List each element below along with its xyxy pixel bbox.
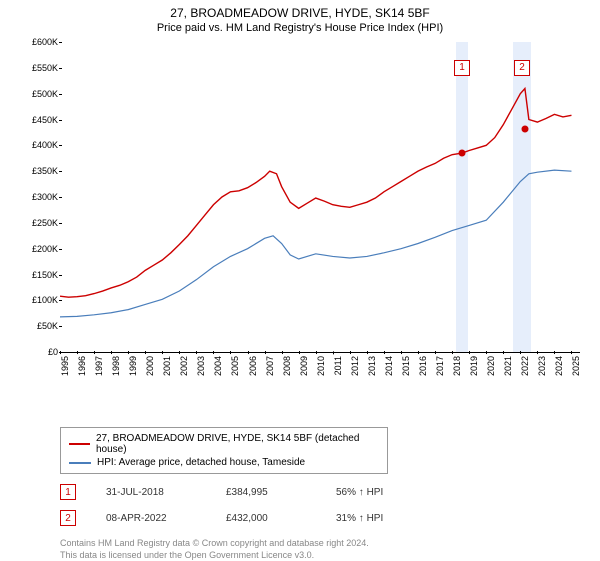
legend-swatch: [69, 462, 91, 464]
series-line: [60, 89, 571, 298]
chart-lines: [60, 42, 580, 352]
legend-label: 27, BROADMEADOW DRIVE, HYDE, SK14 5BF (d…: [96, 433, 379, 455]
y-tick-label: £600K: [20, 37, 58, 47]
y-tick-label: £250K: [20, 218, 58, 228]
y-tick-label: £450K: [20, 115, 58, 125]
legend: 27, BROADMEADOW DRIVE, HYDE, SK14 5BF (d…: [60, 427, 388, 474]
footer-line2: This data is licensed under the Open Gov…: [60, 550, 590, 561]
y-tick-label: £300K: [20, 192, 58, 202]
y-tick-label: £350K: [20, 166, 58, 176]
event-marker-2: 2: [514, 60, 530, 76]
event-row: 1 31-JUL-2018 £384,995 56% ↑ HPI: [60, 484, 590, 500]
event-dot-2: [521, 125, 528, 132]
y-tick-label: £400K: [20, 140, 58, 150]
chart-title: 27, BROADMEADOW DRIVE, HYDE, SK14 5BF: [10, 6, 590, 20]
chart-container: 27, BROADMEADOW DRIVE, HYDE, SK14 5BF Pr…: [0, 0, 600, 560]
legend-swatch: [69, 443, 90, 445]
event-date: 08-APR-2022: [106, 513, 196, 524]
legend-item: 27, BROADMEADOW DRIVE, HYDE, SK14 5BF (d…: [69, 432, 379, 456]
legend-label: HPI: Average price, detached house, Tame…: [97, 457, 305, 468]
y-tick-label: £0: [20, 347, 58, 357]
event-marker-1: 1: [454, 60, 470, 76]
series-line: [60, 170, 571, 317]
chart-area: 12 £0£50K£100K£150K£200K£250K£300K£350K£…: [20, 42, 580, 382]
legend-item: HPI: Average price, detached house, Tame…: [69, 456, 379, 469]
y-tick-label: £500K: [20, 89, 58, 99]
event-dot-1: [459, 150, 466, 157]
y-tick-label: £50K: [20, 321, 58, 331]
y-tick-label: £550K: [20, 63, 58, 73]
plot-region: 12: [60, 42, 580, 353]
chart-subtitle: Price paid vs. HM Land Registry's House …: [10, 22, 590, 34]
event-number-box: 1: [60, 484, 76, 500]
footer: Contains HM Land Registry data © Crown c…: [60, 538, 590, 561]
footer-line1: Contains HM Land Registry data © Crown c…: [60, 538, 590, 550]
event-price: £384,995: [226, 487, 306, 498]
event-number-box: 2: [60, 510, 76, 526]
event-row: 2 08-APR-2022 £432,000 31% ↑ HPI: [60, 510, 590, 526]
y-tick-label: £200K: [20, 244, 58, 254]
y-tick-label: £100K: [20, 295, 58, 305]
event-pct: 31% ↑ HPI: [336, 513, 383, 524]
event-date: 31-JUL-2018: [106, 487, 196, 498]
y-tick-label: £150K: [20, 270, 58, 280]
event-pct: 56% ↑ HPI: [336, 487, 383, 498]
x-tick-label: 2025: [571, 356, 600, 376]
event-price: £432,000: [226, 513, 306, 524]
event-table: 1 31-JUL-2018 £384,995 56% ↑ HPI 2 08-APR-202…: [10, 484, 590, 526]
